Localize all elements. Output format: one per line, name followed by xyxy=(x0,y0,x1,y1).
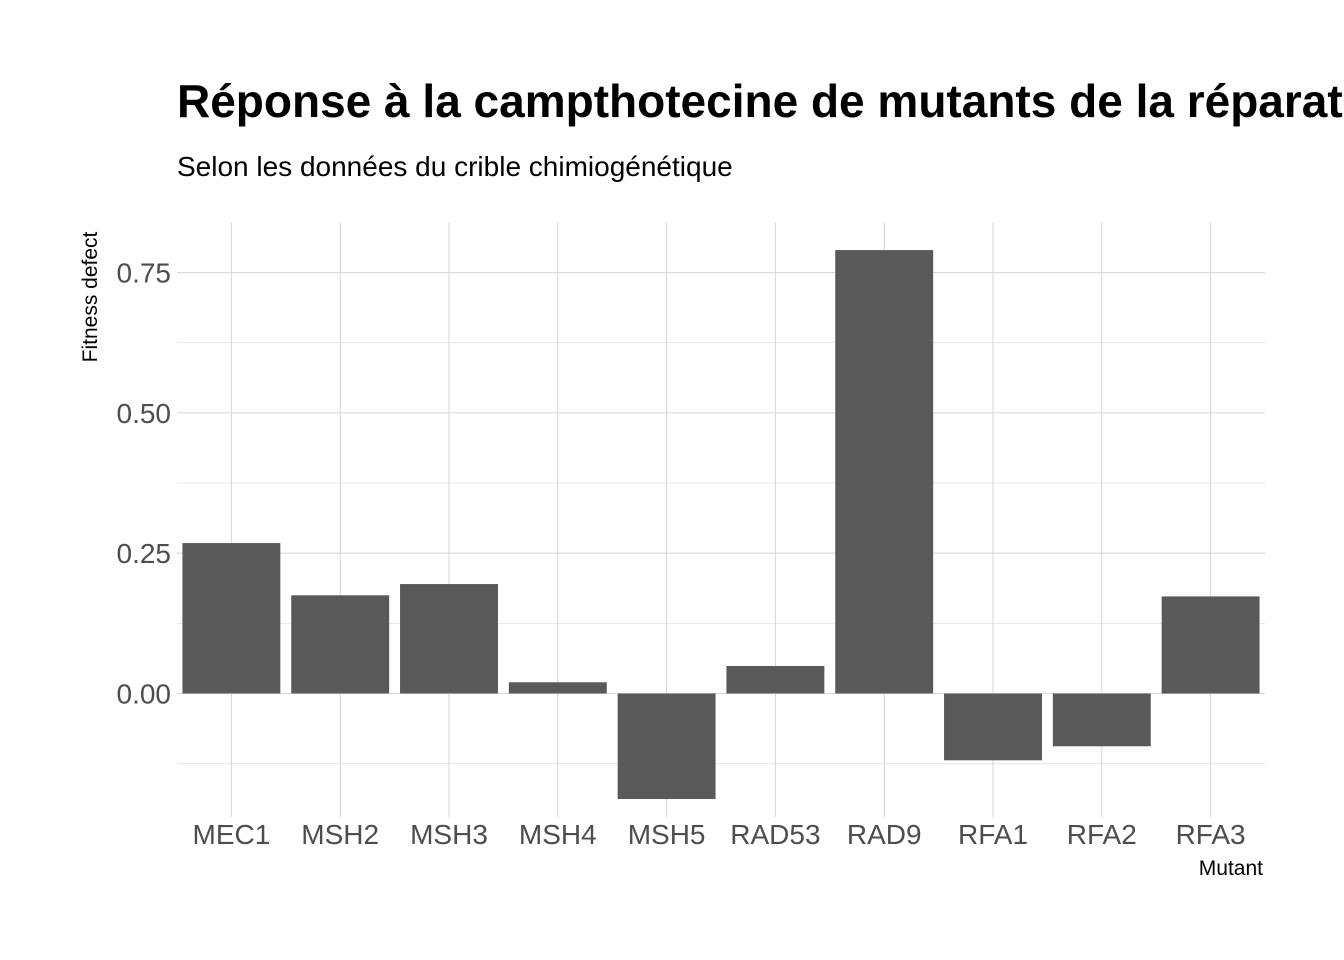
y-tick-label: 0.00 xyxy=(117,679,172,710)
grid xyxy=(177,222,1265,817)
x-axis-ticks: MEC1 MSH2 MSH3 MSH4 MSH5 RAD53 RAD9 RFA1 RFA2 RFA… xyxy=(193,819,1246,850)
chart-title: Réponse à la campthotecine de mutants de… xyxy=(177,75,1344,127)
y-axis-ticks: 0.00 0.25 0.50 0.75 xyxy=(117,258,172,710)
x-axis-title: Mutant xyxy=(1199,857,1263,880)
bar-rfa2 xyxy=(1052,693,1151,747)
bar-rad9 xyxy=(835,250,934,694)
bar-rfa1 xyxy=(944,693,1042,761)
x-tick-label: RFA3 xyxy=(1176,819,1246,850)
x-tick-label: MSH4 xyxy=(519,819,597,850)
x-tick-label: RFA2 xyxy=(1067,819,1137,850)
x-tick-label: MSH2 xyxy=(301,819,379,850)
bar-msh2 xyxy=(291,595,390,694)
bar-rfa3 xyxy=(1161,596,1260,694)
y-tick-label: 0.75 xyxy=(117,258,172,289)
x-tick-label: RAD53 xyxy=(730,819,820,850)
bar-rad53 xyxy=(726,666,825,694)
x-tick-label: MEC1 xyxy=(193,819,271,850)
bars xyxy=(182,250,1260,800)
bar-msh4 xyxy=(508,682,607,694)
x-tick-label: MSH3 xyxy=(410,819,488,850)
x-tick-label: RFA1 xyxy=(958,819,1028,850)
x-tick-label: MSH5 xyxy=(628,819,706,850)
y-axis-title: Fitness defect xyxy=(79,231,102,362)
y-tick-label: 0.25 xyxy=(117,538,172,569)
x-tick-label: RAD9 xyxy=(847,819,922,850)
chart-subtitle: Selon les données du crible chimiogénéti… xyxy=(177,151,733,182)
bar-mec1 xyxy=(182,543,281,694)
bar-msh3 xyxy=(400,584,498,694)
y-tick-label: 0.50 xyxy=(117,398,172,429)
bar-msh5 xyxy=(617,693,716,800)
